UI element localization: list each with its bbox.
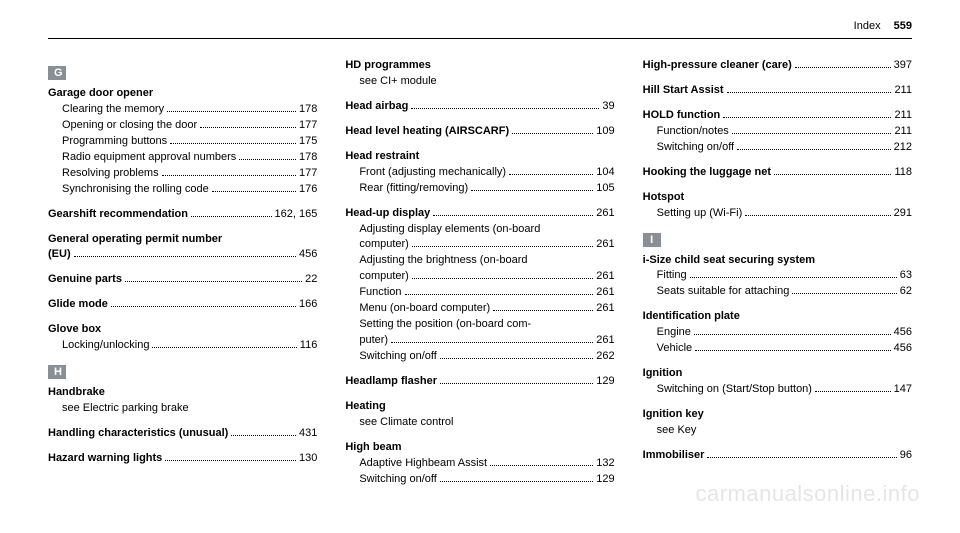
index-entry: Handbrake see Electric parking brake <box>48 385 317 417</box>
entry-sub: Resolving problems177 <box>48 166 317 182</box>
entry-sub: Rear (fitting/removing)105 <box>345 181 614 197</box>
entry-title: Ignition <box>643 366 912 382</box>
entry-title: Glove box <box>48 322 317 338</box>
entry-sub: Fitting63 <box>643 268 912 284</box>
index-entry: Genuine parts22 <box>48 272 317 288</box>
entry-title: High beam <box>345 440 614 456</box>
entry-sub: Front (adjusting mechanically)104 <box>345 165 614 181</box>
column-3: High-pressure cleaner (care)397 Hill Sta… <box>643 58 912 491</box>
entry-sub: puter)261 <box>345 333 614 349</box>
entry-see: see Key <box>643 423 912 439</box>
entry-sub: Clearing the memory178 <box>48 102 317 118</box>
entry-sub: Seats suitable for attaching62 <box>643 284 912 300</box>
entry-sub-wrap: Setting the position (on-board com- <box>345 317 614 333</box>
entry-sub: Adaptive Highbeam Assist132 <box>345 456 614 472</box>
columns: G Garage door opener Clearing the memory… <box>48 58 912 491</box>
index-entry: High beam Adaptive Highbeam Assist132 Sw… <box>345 440 614 488</box>
entry-sub: Radio equipment approval numbers178 <box>48 150 317 166</box>
header-label: Index <box>854 20 881 32</box>
index-entry: Head airbag39 <box>345 99 614 115</box>
watermark: carmanualsonline.info <box>695 481 920 507</box>
entry-sub: Switching on (Start/Stop button)147 <box>643 382 912 398</box>
header-rule <box>48 38 912 39</box>
index-entry: Handling characteristics (unusual)431 <box>48 426 317 442</box>
index-entry: i-Size child seat securing system Fittin… <box>643 253 912 301</box>
column-2: HD programmes see CI+ module Head airbag… <box>345 58 614 491</box>
entry-sub: Function/notes211 <box>643 124 912 140</box>
entry-sub: Function261 <box>345 285 614 301</box>
entry-title: General operating permit number <box>48 232 317 248</box>
entry-sub: computer)261 <box>345 269 614 285</box>
entry-title: Garage door opener <box>48 86 317 102</box>
entry-line: HOLD function211 <box>643 108 912 124</box>
entry-sub: Locking/unlocking116 <box>48 338 317 354</box>
index-entry: Head level heating (AIRSCARF)109 <box>345 124 614 140</box>
entry-title: Heating <box>345 399 614 415</box>
index-entry: Hazard warning lights130 <box>48 451 317 467</box>
index-entry: Head restraint Front (adjusting mechanic… <box>345 149 614 197</box>
entry-sub: computer)261 <box>345 237 614 253</box>
page-header: Index 559 <box>854 20 912 32</box>
index-entry: Immobiliser96 <box>643 448 912 464</box>
entry-title: Hotspot <box>643 190 912 206</box>
index-entry: Ignition Switching on (Start/Stop button… <box>643 366 912 398</box>
index-entry: General operating permit number (EU)456 <box>48 232 317 264</box>
entry-see: see Climate control <box>345 415 614 431</box>
index-entry: Gearshift recommendation162, 165 <box>48 207 317 223</box>
entry-sub-wrap: Adjusting display elements (on-board <box>345 222 614 238</box>
index-entry: HOLD function211 Function/notes211 Switc… <box>643 108 912 156</box>
entry-sub: Synchronising the rolling code176 <box>48 182 317 198</box>
index-entry: High-pressure cleaner (care)397 <box>643 58 912 74</box>
entry-sub: Vehicle456 <box>643 341 912 357</box>
index-page: Index 559 G Garage door opener Clearing … <box>0 0 960 533</box>
entry-title: Head restraint <box>345 149 614 165</box>
entry-sub: Opening or closing the door177 <box>48 118 317 134</box>
entry-line: Head-up display261 <box>345 206 614 222</box>
index-entry: Identification plate Engine456 Vehicle45… <box>643 309 912 357</box>
entry-sub: Menu (on-board computer)261 <box>345 301 614 317</box>
index-entry: Garage door opener Clearing the memory17… <box>48 86 317 198</box>
index-entry: Heating see Climate control <box>345 399 614 431</box>
header-page-number: 559 <box>894 20 912 32</box>
section-letter: G <box>48 66 66 80</box>
entry-sub: Switching on/off129 <box>345 472 614 488</box>
entry-sub: Setting up (Wi-Fi)291 <box>643 206 912 222</box>
entry-line: (EU)456 <box>48 247 317 263</box>
section-letter: H <box>48 365 66 379</box>
entry-title: Ignition key <box>643 407 912 423</box>
index-entry: Head-up display261 Adjusting display ele… <box>345 206 614 365</box>
index-entry: Glide mode166 <box>48 297 317 313</box>
column-1: G Garage door opener Clearing the memory… <box>48 58 317 491</box>
entry-sub: Switching on/off212 <box>643 140 912 156</box>
index-entry: Hotspot Setting up (Wi-Fi)291 <box>643 190 912 222</box>
entry-sub: Switching on/off262 <box>345 349 614 365</box>
section-letter: I <box>643 233 661 247</box>
index-entry: Ignition key see Key <box>643 407 912 439</box>
entry-see: see Electric parking brake <box>48 401 317 417</box>
index-entry: Hooking the luggage net118 <box>643 165 912 181</box>
entry-sub: Programming buttons175 <box>48 134 317 150</box>
entry-title: HD programmes <box>345 58 614 74</box>
entry-sub-wrap: Adjusting the brightness (on-board <box>345 253 614 269</box>
index-entry: Hill Start Assist211 <box>643 83 912 99</box>
entry-title: Handbrake <box>48 385 317 401</box>
index-entry: Headlamp flasher129 <box>345 374 614 390</box>
entry-see: see CI+ module <box>345 74 614 90</box>
entry-title: i-Size child seat securing system <box>643 253 912 269</box>
entry-title: Identification plate <box>643 309 912 325</box>
index-entry: Glove box Locking/unlocking116 <box>48 322 317 354</box>
entry-sub: Engine456 <box>643 325 912 341</box>
index-entry: HD programmes see CI+ module <box>345 58 614 90</box>
